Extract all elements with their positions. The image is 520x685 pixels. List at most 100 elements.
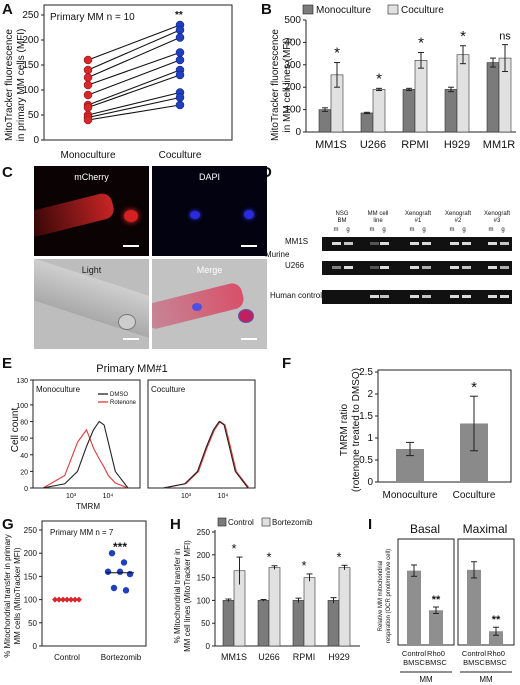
panel-a-pair-line — [87, 29, 181, 71]
panel-letter-i: I — [368, 516, 372, 533]
panel-i-title-maximal: Maximal — [463, 522, 508, 536]
panel-d-band-u266 — [380, 266, 389, 269]
panel-a-point-monoculture — [83, 55, 93, 65]
panel-a-point-monoculture — [83, 115, 93, 125]
panel-b-ytick-label: 300 — [284, 60, 301, 71]
panel-b-bar-mono — [486, 62, 500, 133]
panel-d-col-header: Xenograft — [445, 211, 471, 217]
panel-e-curve-rotenone-co — [163, 420, 250, 489]
panel-g-significance: *** — [113, 540, 127, 554]
panel-d-band-human — [500, 295, 509, 298]
panel-a-point-coculture — [175, 48, 185, 57]
panel-a-point-coculture — [175, 33, 185, 42]
micro-light-cell — [118, 314, 136, 330]
panel-a-pair-line — [87, 74, 181, 109]
panel-h-category-label: RPMI — [293, 652, 316, 662]
panel-d-col-header: Xenograft — [405, 211, 431, 217]
panel-d-band-human — [380, 295, 389, 298]
panel-h-significance: * — [266, 550, 271, 565]
panel-a-frame — [43, 4, 233, 141]
panel-g-ytick-label: 100 — [24, 596, 38, 605]
panel-d-band-u266 — [500, 266, 509, 269]
panel-e-label-co: Coculture — [151, 385, 186, 394]
panel-d-row-u266: U266 — [285, 261, 305, 270]
panel-d-band-u266 — [344, 266, 353, 269]
panel-g-point-control — [64, 596, 70, 603]
panel-a-point-coculture — [175, 93, 185, 102]
panel-d-sublabel: g — [501, 227, 504, 233]
panel-g-ytick-label: 50 — [28, 619, 37, 628]
panel-letter-f: F — [282, 355, 291, 372]
panel-d-sublabel: m — [334, 227, 339, 233]
panel-b-category-label: MM1R — [483, 139, 515, 151]
micro-light-label: Light — [81, 265, 102, 275]
panel-a-pair-line — [87, 69, 181, 106]
panel-d-sublabel: m — [410, 227, 415, 233]
panel-e-label-mono: Monoculture — [36, 385, 81, 394]
panel-b-ytick-label: 100 — [284, 105, 301, 116]
panel-f-ylabel-2: (rotenone treated to DMSO) — [351, 368, 362, 492]
panel-h: H % Mitochondrial transfer in MM cell li… — [170, 516, 360, 662]
micro-merge-nucleus — [192, 303, 202, 311]
panel-e-legend-dmso: DMSO — [110, 392, 128, 398]
panel-a-point-coculture — [175, 25, 185, 35]
panel-a-point-coculture — [175, 55, 185, 65]
panel-d-band-u266 — [332, 266, 341, 269]
panel-g-point-bortezomib — [116, 568, 124, 575]
panel-h-bar-bortezomib — [303, 577, 316, 647]
panel-a: A MitoTracker fluorescence in primary MM… — [2, 1, 233, 161]
panel-f-ytick-label: 0 — [367, 477, 373, 488]
panel-e-ytick-label: 100 — [16, 403, 28, 410]
panel-i-ylabel-2: respiration (OCR pmol/min/live cell) — [386, 549, 392, 643]
panel-d-band-u266 — [462, 266, 471, 269]
panel-a-point-coculture — [175, 70, 185, 80]
panel-a-pair-line — [87, 36, 181, 79]
panel-d-sublabel: m — [450, 227, 455, 233]
panel-e-ytick-label: 20 — [20, 469, 28, 476]
panel-g-xlabel-control: Control — [54, 653, 80, 662]
panel-d-band-human — [488, 295, 497, 298]
panel-a-ytick-label: 250 — [22, 10, 39, 21]
panel-f-ylabel-1: TMRM ratio — [339, 403, 350, 456]
panel-h-bar-bortezomib — [338, 567, 351, 647]
panel-b-ytick-label: 0 — [295, 127, 301, 138]
panel-e: E Primary MM#1 Cell count Monoculture Co… — [2, 355, 256, 511]
panel-e-title: Primary MM#1 — [96, 363, 168, 375]
panel-b-significance: * — [418, 34, 424, 51]
panel-a-ytick-label: 0 — [33, 135, 39, 146]
panel-e-xtick-mono: 10³ — [66, 493, 77, 500]
panel-h-ytick-label: 250 — [197, 528, 211, 537]
panel-a-pair-line — [87, 96, 181, 119]
panel-i-significance: ** — [432, 594, 441, 606]
panel-d-band-mm1s — [380, 242, 389, 245]
panel-e-curve-dmso-mono — [42, 420, 129, 489]
micro-dapi-scalebar — [241, 245, 257, 247]
panel-e-legend-rotenone: Rotenone — [110, 400, 137, 406]
panel-i-xlabel: Rho0 — [487, 649, 505, 658]
panel-a-legend: Primary MM n = 10 — [50, 12, 135, 23]
panel-d-band-u266 — [422, 266, 431, 269]
panel-h-ytick-label: 150 — [197, 574, 211, 583]
panel-a-xlabel-mono: Monoculture — [60, 150, 115, 161]
panel-g-point-control — [72, 596, 78, 603]
panel-d-col-header: MM cell — [368, 211, 389, 217]
panel-b-bar-mono — [318, 109, 332, 133]
panel-a-point-monoculture — [83, 80, 93, 90]
panel-e-ytick-label: 60 — [20, 436, 28, 443]
panel-h-ytick-label: 100 — [197, 596, 211, 605]
panel-h-bar-bortezomib — [268, 567, 281, 647]
panel-b-significance: * — [334, 45, 340, 62]
panel-d-band-mm1s — [422, 242, 431, 245]
panel-h-bar-control — [292, 600, 305, 647]
panel-b-bar-mono — [360, 112, 374, 133]
micro-merge-tile: Merge — [152, 259, 267, 349]
micro-mcherry-scalebar — [123, 245, 139, 247]
panel-e-curve-dmso-co — [162, 420, 249, 489]
panel-e-ylabel: Cell count — [10, 408, 21, 453]
panel-g-point-bortezomib — [126, 570, 134, 578]
panel-b-category-label: MM1S — [315, 139, 347, 151]
panel-b-significance: ns — [499, 31, 511, 43]
panel-b: B MitoTracker fluorescence in MM cell li… — [261, 1, 516, 151]
panel-a-pair-line — [87, 24, 181, 61]
